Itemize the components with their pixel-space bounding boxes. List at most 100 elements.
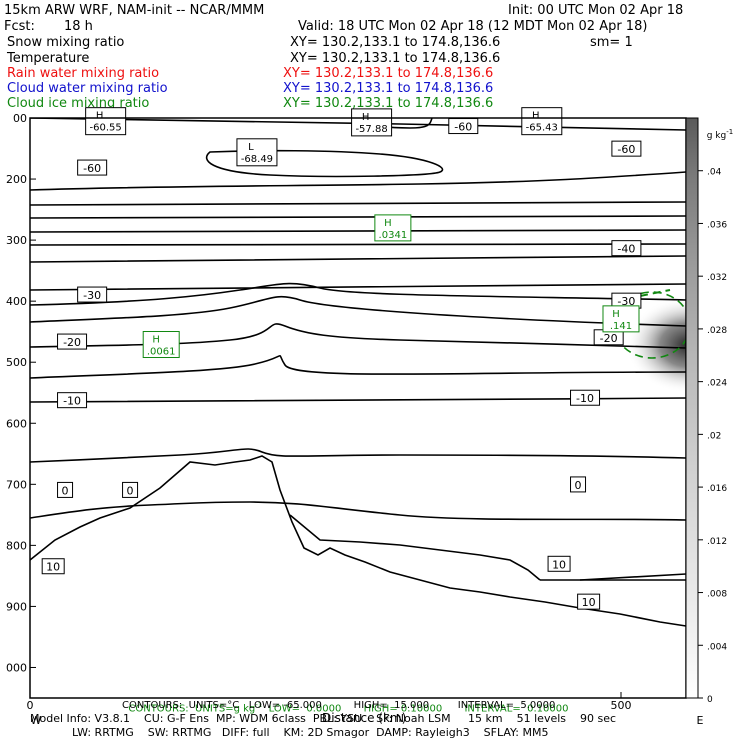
y-tick-label: 500 <box>6 356 27 369</box>
ice-extremum-value: .0341 <box>379 230 408 241</box>
isotherm-closed-low <box>205 149 444 178</box>
ice-extremum-box <box>374 214 412 242</box>
temperature-contour-label: -30 <box>617 295 635 308</box>
x-axis-west-label: W <box>31 714 42 727</box>
cloud-ice-contour-tail <box>639 289 671 297</box>
colorbar-tick-label: .02 <box>707 431 721 441</box>
temperature-label-box <box>77 286 108 303</box>
colorbar-tick-label: .024 <box>707 379 727 389</box>
terrain-outline <box>29 455 687 627</box>
field-name-temperature: Temperature <box>7 51 90 66</box>
y-tick-label: 00 <box>13 112 27 125</box>
ice-extremum-kind: H <box>152 335 160 346</box>
colorbar-unit-base: g kg <box>706 131 727 141</box>
temperature-extremum-value: -68.49 <box>241 154 273 165</box>
isotherm-line <box>579 573 686 581</box>
temperature-label-box <box>57 333 88 350</box>
colorbar-tick-label: .012 <box>707 537 727 547</box>
y-tick-label: 000 <box>6 661 27 674</box>
field-xy-cloud-ice: XY= 130.2,133.1 to 174.8,136.6 <box>283 96 494 111</box>
init-time: Init: 00 UTC Mon 02 Apr 18 <box>508 3 684 18</box>
forecast-hour: 18 h <box>64 19 93 34</box>
temperature-contour-label: -10 <box>576 392 594 405</box>
x-tick-label: 0 <box>27 699 34 712</box>
snow-maximum-shading <box>626 297 686 393</box>
field-name-rain: Rain water mixing ratio <box>7 66 160 81</box>
field-xy-snow: XY= 130.2,133.1 to 174.8,136.6 <box>290 35 501 50</box>
ice-extremum-value: .141 <box>610 321 632 332</box>
temperature-extremum-value: -60.55 <box>90 123 122 134</box>
isotherm-line <box>30 171 686 191</box>
temperature-label-box <box>570 476 587 493</box>
isotherm-line <box>30 118 686 131</box>
field-name-cloud-water: Cloud water mixing ratio <box>7 81 168 96</box>
temperature-extremum-kind: H <box>532 111 540 122</box>
field-name-snow: Snow mixing ratio <box>7 35 125 50</box>
temperature-contour-label: 10 <box>552 558 566 571</box>
isotherm-line <box>30 243 686 246</box>
contour-info-units: CONTOURS: UNITS= <box>128 703 234 715</box>
temperature-extremum-value: -57.88 <box>355 124 387 135</box>
footer-physics-info: LW: RRTMG SW: RRTMG DIFF: full KM: 2D Sm… <box>72 726 549 739</box>
temperature-extremum-box <box>351 108 393 137</box>
contour-info-unit-base: g kg <box>233 703 256 715</box>
isotherm-line <box>30 295 686 327</box>
temperature-extremum-box <box>236 138 278 167</box>
isotherm-line <box>30 283 686 291</box>
colorbar-tick-label: .032 <box>707 273 727 283</box>
ice-extremum-value: .0061 <box>147 347 176 358</box>
temperature-label-box <box>122 481 139 498</box>
temperature-contour-label: -10 <box>63 395 81 408</box>
colorbar-tick-label: .016 <box>707 484 727 494</box>
temperature-label-box <box>611 240 642 257</box>
ice-extremum-kind: H <box>612 309 620 320</box>
colorbar-tick-label: .008 <box>707 590 727 600</box>
temperature-label-box <box>57 392 88 409</box>
valid-time: Valid: 18 UTC Mon 02 Apr 18 (12 MDT Mon … <box>298 19 648 34</box>
x-axis-east-label: E <box>697 714 704 727</box>
temperature-contour-label: -60 <box>617 143 635 156</box>
temperature-extremum-box <box>521 107 563 136</box>
forecast-label: Fcst: <box>4 19 35 34</box>
ice-extremum-box <box>602 305 640 333</box>
y-tick-label: 800 <box>6 539 27 552</box>
temperature-extremum-value: -65.43 <box>526 123 558 134</box>
isotherm-line <box>30 323 686 349</box>
temperature-label-box <box>570 389 601 406</box>
isotherm-line <box>30 354 686 379</box>
temperature-label-box <box>577 593 601 610</box>
y-tick-label: 200 <box>6 173 27 186</box>
temperature-label-box <box>547 555 571 572</box>
temperature-contour-label: -20 <box>600 332 618 345</box>
isotherm-line <box>30 255 686 263</box>
field-smoothing: sm= 1 <box>590 35 633 50</box>
colorbar-tick-label: .028 <box>707 326 727 336</box>
y-tick-label: 600 <box>6 417 27 430</box>
terrain-ridge-line <box>289 514 541 581</box>
field-xy-rain: XY= 130.2,133.1 to 174.8,136.6 <box>283 66 494 81</box>
temperature-extremum-kind: H <box>96 111 104 122</box>
temperature-contour-label: -60 <box>83 162 101 175</box>
temperature-extremum-box <box>85 107 127 136</box>
field-xy-temperature: XY= 130.2,133.1 to 174.8,136.6 <box>290 51 501 66</box>
temperature-label-box <box>77 159 108 176</box>
isotherm-line <box>30 448 686 463</box>
colorbar-unit-label: g kg-1 <box>701 113 733 143</box>
isotherm-line <box>30 501 686 521</box>
colorbar-tick-label: .004 <box>707 642 727 652</box>
colorbar-tick-label: .04 <box>707 168 722 178</box>
contour-info-unit-exp: -1 <box>255 701 263 709</box>
field-xy-cloud-water: XY= 130.2,133.1 to 174.8,136.6 <box>283 81 494 96</box>
colorbar <box>685 117 699 699</box>
temperature-extremum-kind: L <box>248 142 254 153</box>
temperature-contour-label: 10 <box>582 596 596 609</box>
isotherm-line <box>30 215 686 219</box>
colorbar-tick-label: .036 <box>707 220 727 230</box>
y-tick-label: 900 <box>6 600 27 613</box>
footer-model-info: Model Info: V3.8.1 CU: G-F Ens MP: WDM 6… <box>30 712 617 725</box>
x-tick-label: 500 <box>610 699 631 712</box>
colorbar-unit-exponent: -1 <box>726 128 734 136</box>
temperature-label-box <box>41 558 65 575</box>
temperature-contour-label: 0 <box>127 484 134 497</box>
